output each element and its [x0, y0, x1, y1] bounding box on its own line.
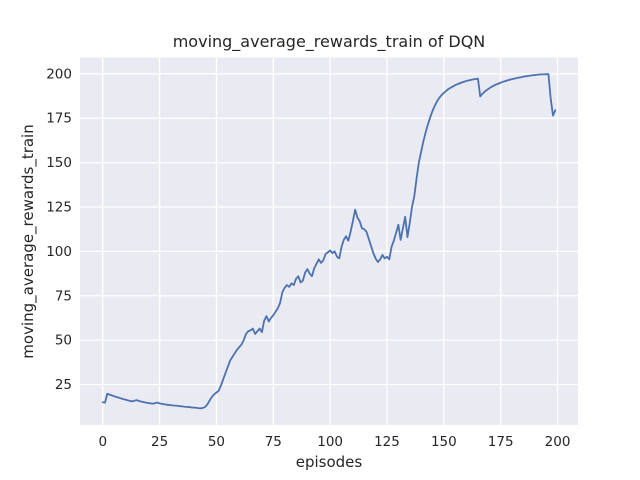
x-tick-labels: 0 25 50 75 100 125 150 175 200 [98, 434, 570, 450]
y-tick-label: 50 [55, 333, 72, 349]
y-tick-label: 150 [46, 155, 72, 171]
x-tick-label: 25 [151, 434, 168, 450]
y-tick-label: 100 [46, 244, 72, 260]
x-tick-label: 175 [488, 434, 514, 450]
y-tick-label: 175 [46, 111, 72, 127]
series-line-group [101, 73, 557, 410]
y-tick-label: 75 [55, 288, 72, 304]
y-tick-label: 25 [55, 377, 72, 393]
x-tick-label: 150 [431, 434, 457, 450]
x-tick-label: 75 [265, 434, 282, 450]
x-tick-label: 100 [317, 434, 343, 450]
series-path [101, 73, 557, 410]
y-tick-label: 200 [46, 66, 72, 82]
x-axis-label: episodes [296, 453, 363, 471]
plot-area [80, 57, 578, 425]
x-tick-label: 200 [545, 434, 571, 450]
y-tick-label: 125 [46, 199, 72, 215]
x-tick-label: 125 [374, 434, 400, 450]
chart-title: moving_average_rewards_train of DQN [173, 32, 486, 52]
x-tick-label: 50 [208, 434, 225, 450]
y-tick-labels: 25 50 75 100 125 150 175 200 [46, 66, 72, 393]
x-tick-label: 0 [98, 434, 107, 450]
y-axis-label: moving_average_rewards_train [19, 124, 38, 358]
